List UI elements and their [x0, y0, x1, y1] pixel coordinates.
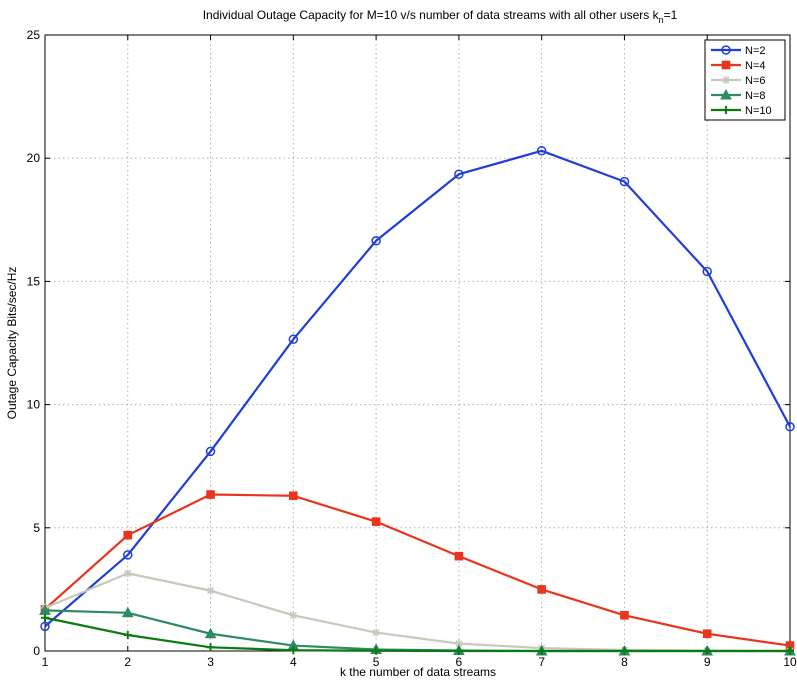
- y-tick-label: 5: [33, 521, 40, 535]
- series-line: [44, 149, 791, 628]
- chart-title-tail: =1: [664, 8, 678, 22]
- legend-label: N=4: [745, 60, 766, 72]
- y-tick-label: 10: [27, 398, 41, 412]
- data-point: [454, 551, 464, 561]
- legend-swatch-marker: [720, 88, 732, 100]
- plot-area: [44, 34, 791, 652]
- data-point: [204, 627, 217, 639]
- data-point: [372, 628, 381, 637]
- data-point: [289, 491, 298, 501]
- legend-item: N=4: [711, 60, 766, 72]
- data-point: [371, 517, 381, 526]
- series-line: [44, 493, 791, 647]
- data-point: [454, 639, 463, 648]
- legend-item: N=2: [711, 45, 766, 57]
- grid-lines: [45, 35, 790, 651]
- data-point: [206, 586, 215, 595]
- x-tick-label: 9: [704, 655, 711, 669]
- data-point: [205, 446, 216, 457]
- y-tick-label: 15: [27, 274, 41, 288]
- data-point: [703, 647, 712, 655]
- legend-item: N=10: [711, 105, 772, 117]
- data-point: [206, 490, 215, 499]
- x-tick-label: 10: [783, 655, 797, 669]
- series-n-2: [40, 146, 795, 632]
- legend-label: N=2: [745, 45, 766, 57]
- series-line: [44, 609, 790, 653]
- data-point: [289, 646, 298, 655]
- legend-item: N=8: [711, 88, 766, 102]
- legend-item: N=6: [711, 75, 766, 87]
- x-tick-label: 1: [42, 655, 49, 669]
- series-n-8: [39, 604, 796, 656]
- chart-title-main: Individual Outage Capacity for M=10 v/s …: [203, 8, 660, 22]
- x-tick-label: 7: [538, 655, 545, 669]
- x-tick-label: 3: [207, 655, 214, 669]
- data-point: [454, 169, 464, 179]
- x-tick-label: 4: [290, 655, 297, 669]
- data-point: [371, 235, 381, 246]
- y-axis-label: Outage Capacity Bits/sec/Hz: [5, 267, 19, 420]
- chart-title-subscript: n: [659, 15, 664, 25]
- legend-label: N=6: [745, 75, 766, 87]
- y-tick-label: 25: [27, 28, 41, 42]
- chart-title: Individual Outage Capacity for M=10 v/s …: [203, 8, 678, 25]
- data-point: [785, 422, 795, 432]
- legend-label: N=10: [745, 105, 772, 117]
- x-axis-ticks: 1 2 3 4 5 6 7 8 9 10: [42, 35, 797, 669]
- data-point: [289, 611, 298, 620]
- data-point: [123, 530, 133, 540]
- data-point: [619, 176, 630, 187]
- data-point: [702, 629, 712, 639]
- data-point: [537, 647, 546, 655]
- data-point: [40, 621, 50, 632]
- data-point: [536, 146, 547, 156]
- data-point: [123, 550, 133, 560]
- data-point: [702, 266, 712, 277]
- data-point: [620, 610, 629, 620]
- data-point: [123, 569, 132, 578]
- data-point: [620, 647, 629, 655]
- legend-label: N=8: [745, 90, 766, 102]
- legend-swatch-marker: [721, 60, 731, 70]
- data-point: [454, 647, 463, 655]
- x-tick-label: 8: [621, 655, 628, 669]
- x-tick-label: 2: [124, 655, 131, 669]
- legend-swatch-marker: [722, 106, 730, 114]
- data-point: [206, 643, 215, 652]
- series-group: [39, 146, 796, 656]
- x-tick-label: 6: [456, 655, 463, 669]
- data-point: [537, 585, 546, 594]
- y-tick-label: 0: [33, 644, 40, 658]
- data-point: [123, 630, 132, 639]
- series-n-6: [41, 569, 794, 655]
- data-point: [786, 647, 794, 655]
- data-point: [288, 334, 299, 345]
- legend-swatch-marker: [722, 76, 730, 84]
- series-n-10: [41, 613, 794, 655]
- series-n-4: [40, 490, 795, 650]
- y-axis-ticks: 0 5 10 15 20 25: [27, 28, 790, 658]
- data-point: [372, 646, 381, 655]
- x-axis-label: k the number of data streams: [340, 665, 496, 679]
- legend: N=2 N=4 N=6 N=8 N=10: [704, 39, 786, 121]
- legend-swatch-marker: [721, 45, 731, 55]
- x-tick-label: 5: [373, 655, 380, 669]
- series-line: [44, 616, 790, 653]
- data-point: [41, 613, 49, 622]
- y-tick-label: 20: [27, 151, 41, 165]
- data-point: [121, 606, 134, 618]
